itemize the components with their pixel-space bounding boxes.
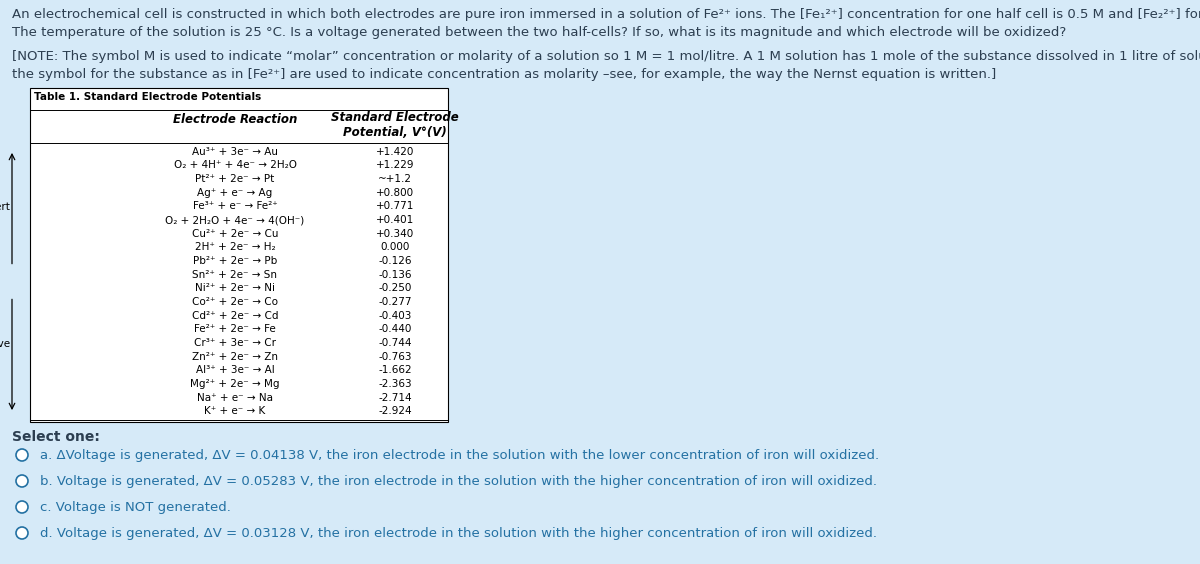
Text: 2H⁺ + 2e⁻ → H₂: 2H⁺ + 2e⁻ → H₂: [194, 243, 275, 252]
Text: b. Voltage is generated, ΔV = 0.05283 V, the iron electrode in the solution with: b. Voltage is generated, ΔV = 0.05283 V,…: [40, 474, 877, 487]
Text: Electrode Reaction: Electrode Reaction: [173, 113, 298, 126]
Text: +1.420: +1.420: [376, 147, 414, 157]
Text: c. Voltage is NOT generated.: c. Voltage is NOT generated.: [40, 500, 230, 513]
Text: The temperature of the solution is 25 °C. Is a voltage generated between the two: The temperature of the solution is 25 °C…: [12, 26, 1067, 39]
Text: Cr³⁺ + 3e⁻ → Cr: Cr³⁺ + 3e⁻ → Cr: [194, 338, 276, 348]
Text: Increasingly inert
(cathodic): Increasingly inert (cathodic): [0, 202, 10, 224]
Text: Sn²⁺ + 2e⁻ → Sn: Sn²⁺ + 2e⁻ → Sn: [192, 270, 277, 280]
Text: +1.229: +1.229: [376, 161, 414, 170]
Text: -0.440: -0.440: [378, 324, 412, 334]
Bar: [30, 88, 448, 422]
Text: Pb²⁺ + 2e⁻ → Pb: Pb²⁺ + 2e⁻ → Pb: [193, 256, 277, 266]
Text: Au³⁺ + 3e⁻ → Au: Au³⁺ + 3e⁻ → Au: [192, 147, 278, 157]
Circle shape: [16, 527, 28, 539]
Text: O₂ + 4H⁺ + 4e⁻ → 2H₂O: O₂ + 4H⁺ + 4e⁻ → 2H₂O: [174, 161, 296, 170]
Text: K⁺ + e⁻ → K: K⁺ + e⁻ → K: [204, 406, 265, 416]
Text: -1.662: -1.662: [378, 365, 412, 375]
Circle shape: [16, 501, 28, 513]
Text: Zn²⁺ + 2e⁻ → Zn: Zn²⁺ + 2e⁻ → Zn: [192, 351, 278, 362]
Text: -0.763: -0.763: [378, 351, 412, 362]
Text: Co²⁺ + 2e⁻ → Co: Co²⁺ + 2e⁻ → Co: [192, 297, 278, 307]
Text: +0.401: +0.401: [376, 215, 414, 225]
Text: Table 1. Standard Electrode Potentials: Table 1. Standard Electrode Potentials: [34, 92, 262, 102]
Text: +0.340: +0.340: [376, 229, 414, 239]
Text: -0.250: -0.250: [378, 283, 412, 293]
Text: Select one:: Select one:: [12, 430, 100, 444]
Text: An electrochemical cell is constructed in which both electrodes are pure iron im: An electrochemical cell is constructed i…: [12, 8, 1200, 21]
Text: Fe²⁺ + 2e⁻ → Fe: Fe²⁺ + 2e⁻ → Fe: [194, 324, 276, 334]
Text: -2.924: -2.924: [378, 406, 412, 416]
Text: +0.771: +0.771: [376, 201, 414, 212]
Text: -0.277: -0.277: [378, 297, 412, 307]
Text: O₂ + 2H₂O + 4e⁻ → 4(OH⁻): O₂ + 2H₂O + 4e⁻ → 4(OH⁻): [166, 215, 305, 225]
Text: +0.800: +0.800: [376, 188, 414, 198]
Text: a. ΔVoltage is generated, ΔV = 0.04138 V, the iron electrode in the solution wit: a. ΔVoltage is generated, ΔV = 0.04138 V…: [40, 448, 880, 461]
Text: -0.136: -0.136: [378, 270, 412, 280]
Text: Cd²⁺ + 2e⁻ → Cd: Cd²⁺ + 2e⁻ → Cd: [192, 311, 278, 320]
Text: Na⁺ + e⁻ → Na: Na⁺ + e⁻ → Na: [197, 393, 274, 403]
Text: Cu²⁺ + 2e⁻ → Cu: Cu²⁺ + 2e⁻ → Cu: [192, 229, 278, 239]
Text: -0.403: -0.403: [378, 311, 412, 320]
Text: -2.714: -2.714: [378, 393, 412, 403]
Text: Mg²⁺ + 2e⁻ → Mg: Mg²⁺ + 2e⁻ → Mg: [191, 379, 280, 389]
Text: Ag⁺ + e⁻ → Ag: Ag⁺ + e⁻ → Ag: [197, 188, 272, 198]
Text: Increasingly active
(anodic): Increasingly active (anodic): [0, 339, 10, 360]
Text: Standard Electrode
Potential, V°(V): Standard Electrode Potential, V°(V): [331, 111, 458, 139]
Text: -0.744: -0.744: [378, 338, 412, 348]
Text: -2.363: -2.363: [378, 379, 412, 389]
Text: Fe³⁺ + e⁻ → Fe²⁺: Fe³⁺ + e⁻ → Fe²⁺: [193, 201, 277, 212]
Text: Al³⁺ + 3e⁻ → Al: Al³⁺ + 3e⁻ → Al: [196, 365, 275, 375]
Text: 0.000: 0.000: [380, 243, 409, 252]
Text: Pt²⁺ + 2e⁻ → Pt: Pt²⁺ + 2e⁻ → Pt: [196, 174, 275, 184]
Text: the symbol for the substance as in [Fe²⁺] are used to indicate concentration as : the symbol for the substance as in [Fe²⁺…: [12, 68, 996, 81]
Text: ~+1.2: ~+1.2: [378, 174, 412, 184]
Circle shape: [16, 449, 28, 461]
Text: -0.126: -0.126: [378, 256, 412, 266]
Text: d. Voltage is generated, ΔV = 0.03128 V, the iron electrode in the solution with: d. Voltage is generated, ΔV = 0.03128 V,…: [40, 527, 877, 540]
Text: Ni²⁺ + 2e⁻ → Ni: Ni²⁺ + 2e⁻ → Ni: [194, 283, 275, 293]
Circle shape: [16, 475, 28, 487]
Text: [NOTE: The symbol M is used to indicate “molar” concentration or molarity of a s: [NOTE: The symbol M is used to indicate …: [12, 50, 1200, 63]
